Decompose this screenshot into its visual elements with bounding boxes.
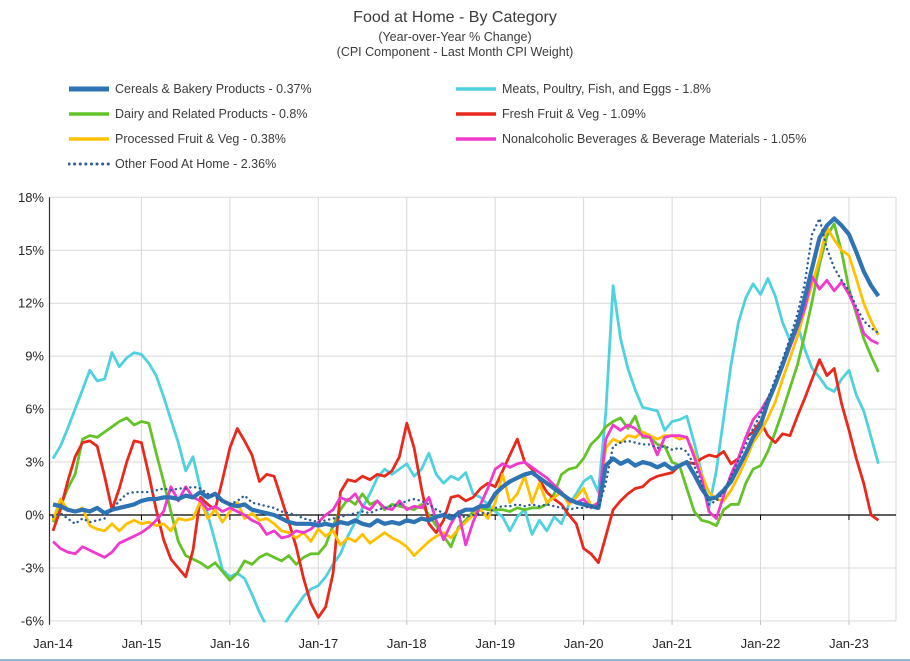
legend-label-meats: Meats, Poultry, Fish, and Eggs - 1.8% [502,82,711,96]
legend-swatch-meats [456,87,496,91]
legend-label-processedfv: Processed Fruit & Veg - 0.38% [115,132,286,146]
legend-label-freshfv: Fresh Fruit & Veg - 1.09% [502,107,646,121]
series-line-cereals [52,216,881,528]
legend-item-processedfv: Processed Fruit & Veg - 0.38% [68,131,286,147]
x-axis-label: Jan-22 [741,636,781,651]
chart-subtitle-yoy: (Year-over-Year % Change) [378,30,532,44]
legend-swatch-processedfv [69,137,109,141]
legend-item-nonalc: Nonalcoholic Beverages & Beverage Materi… [455,131,806,147]
x-axis-label: Jan-14 [33,636,73,651]
y-axis-label: -3% [21,560,45,575]
x-axis-label: Jan-15 [122,636,162,651]
legend-label-cereals: Cereals & Bakery Products - 0.37% [115,82,312,96]
y-axis-label: 9% [25,349,44,364]
legend-item-otherfood: Other Food At Home - 2.36% [68,156,276,172]
legend-label-nonalc: Nonalcoholic Beverages & Beverage Materi… [502,132,807,146]
legend-label-dairy: Dairy and Related Products - 0.8% [115,107,308,121]
x-axis-label: Jan-21 [652,636,692,651]
legend-item-freshfv: Fresh Fruit & Veg - 1.09% [455,106,646,122]
y-axis-label: 0% [25,508,44,523]
y-axis-label: 18% [18,190,44,205]
x-axis-label: Jan-17 [298,636,338,651]
x-axis-label: Jan-20 [564,636,604,651]
y-axis-label: 15% [18,243,44,258]
x-axis-label: Jan-19 [475,636,515,651]
legend-item-meats: Meats, Poultry, Fish, and Eggs - 1.8% [455,81,711,97]
chart-subtitle-weight: (CPI Component - Last Month CPI Weight) [336,45,574,59]
legend-swatch-otherfood [68,162,110,166]
legend-swatch-freshfv [456,112,496,116]
window-bottom-border [0,659,910,661]
y-axis-label: -6% [21,613,45,628]
x-axis-label: Jan-23 [829,636,869,651]
series-line-processedfv [51,225,880,557]
y-axis-label: 3% [25,455,44,470]
legend-swatch-dairy [69,112,109,116]
x-axis-label: Jan-16 [210,636,250,651]
legend-item-cereals: Cereals & Bakery Products - 0.37% [68,81,312,97]
chart-title: Food at Home - By Category [353,9,557,26]
y-axis-label: 6% [25,402,44,417]
y-axis-label: 12% [18,296,44,311]
series-line-nonalc [52,275,880,559]
x-axis-label: Jan-18 [387,636,427,651]
legend-label-otherfood: Other Food At Home - 2.36% [115,157,277,171]
legend-swatch-cereals [69,86,109,92]
legend-item-dairy: Dairy and Related Products - 0.8% [68,106,307,122]
series-line-dairy [51,222,880,582]
series-line-meats [51,277,880,623]
series-line-otherfood [51,217,880,525]
legend-swatch-nonalc [456,137,496,141]
